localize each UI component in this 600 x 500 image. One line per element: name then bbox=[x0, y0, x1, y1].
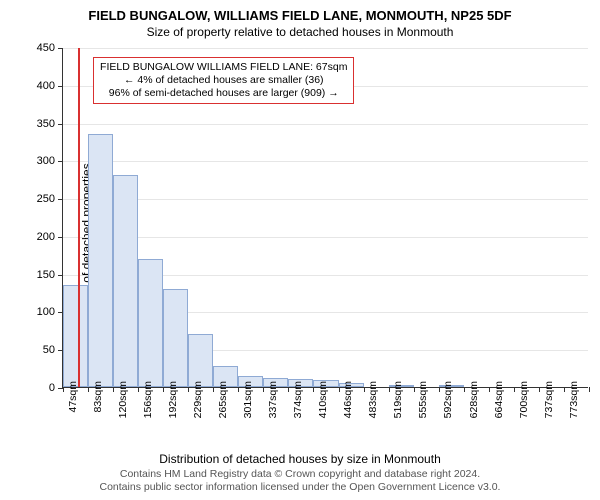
ytick-mark bbox=[58, 199, 63, 200]
x-axis-label: Distribution of detached houses by size … bbox=[0, 452, 600, 466]
xtick-mark bbox=[589, 387, 590, 392]
ytick-label: 300 bbox=[15, 155, 55, 167]
ytick-label: 250 bbox=[15, 193, 55, 205]
histogram-bar bbox=[113, 175, 138, 387]
xtick-label: 519sqm bbox=[392, 381, 404, 418]
footnote-line-2: Contains public sector information licen… bbox=[0, 481, 600, 494]
xtick-mark bbox=[414, 387, 415, 392]
xtick-mark bbox=[163, 387, 164, 392]
xtick-label: 156sqm bbox=[142, 381, 154, 418]
xtick-mark bbox=[88, 387, 89, 392]
xtick-label: 773sqm bbox=[568, 381, 580, 418]
ytick-mark bbox=[58, 237, 63, 238]
histogram-bar bbox=[138, 259, 163, 387]
histogram-bar bbox=[63, 285, 88, 387]
footnote: Contains HM Land Registry data © Crown c… bbox=[0, 468, 600, 494]
ytick-label: 100 bbox=[15, 306, 55, 318]
xtick-mark bbox=[439, 387, 440, 392]
xtick-label: 592sqm bbox=[442, 381, 454, 418]
legend-line: FIELD BUNGALOW WILLIAMS FIELD LANE: 67sq… bbox=[100, 61, 347, 74]
xtick-label: 410sqm bbox=[317, 381, 329, 418]
ytick-mark bbox=[58, 86, 63, 87]
xtick-label: 47sqm bbox=[67, 381, 79, 413]
xtick-mark bbox=[564, 387, 565, 392]
xtick-mark bbox=[113, 387, 114, 392]
ytick-mark bbox=[58, 275, 63, 276]
xtick-mark bbox=[138, 387, 139, 392]
xtick-label: 83sqm bbox=[92, 381, 104, 413]
grid-line bbox=[63, 237, 588, 238]
xtick-label: 483sqm bbox=[367, 381, 379, 418]
ytick-mark bbox=[58, 124, 63, 125]
xtick-mark bbox=[288, 387, 289, 392]
ytick-label: 400 bbox=[15, 80, 55, 92]
plot-region: 05010015020025030035040045047sqm83sqm120… bbox=[62, 48, 588, 388]
ytick-label: 350 bbox=[15, 118, 55, 130]
xtick-mark bbox=[188, 387, 189, 392]
grid-line bbox=[63, 48, 588, 49]
xtick-mark bbox=[464, 387, 465, 392]
ytick-label: 200 bbox=[15, 231, 55, 243]
footnote-line-1: Contains HM Land Registry data © Crown c… bbox=[0, 468, 600, 481]
ytick-label: 450 bbox=[15, 42, 55, 54]
xtick-mark bbox=[489, 387, 490, 392]
xtick-mark bbox=[313, 387, 314, 392]
ytick-mark bbox=[58, 48, 63, 49]
xtick-mark bbox=[213, 387, 214, 392]
xtick-label: 374sqm bbox=[292, 381, 304, 418]
xtick-label: 229sqm bbox=[192, 381, 204, 418]
xtick-label: 555sqm bbox=[417, 381, 429, 418]
xtick-label: 700sqm bbox=[518, 381, 530, 418]
xtick-label: 192sqm bbox=[167, 381, 179, 418]
grid-line bbox=[63, 199, 588, 200]
legend-line: 96% of semi-detached houses are larger (… bbox=[100, 87, 347, 100]
xtick-mark bbox=[63, 387, 64, 392]
xtick-mark bbox=[389, 387, 390, 392]
ytick-label: 50 bbox=[15, 344, 55, 356]
xtick-mark bbox=[339, 387, 340, 392]
reference-line bbox=[78, 48, 80, 387]
ytick-mark bbox=[58, 161, 63, 162]
histogram-bar bbox=[188, 334, 213, 387]
xtick-label: 120sqm bbox=[117, 381, 129, 418]
ytick-label: 150 bbox=[15, 269, 55, 281]
chart-area: Number of detached properties 0501001502… bbox=[0, 44, 600, 448]
ytick-label: 0 bbox=[15, 382, 55, 394]
histogram-bar bbox=[163, 289, 188, 387]
xtick-label: 737sqm bbox=[543, 381, 555, 418]
legend-line: ← 4% of detached houses are smaller (36) bbox=[100, 74, 347, 87]
xtick-label: 265sqm bbox=[217, 381, 229, 418]
histogram-bar bbox=[88, 134, 113, 387]
xtick-label: 301sqm bbox=[242, 381, 254, 418]
xtick-mark bbox=[364, 387, 365, 392]
xtick-mark bbox=[514, 387, 515, 392]
grid-line bbox=[63, 161, 588, 162]
xtick-mark bbox=[238, 387, 239, 392]
grid-line bbox=[63, 124, 588, 125]
xtick-label: 628sqm bbox=[468, 381, 480, 418]
xtick-label: 337sqm bbox=[267, 381, 279, 418]
legend-box: FIELD BUNGALOW WILLIAMS FIELD LANE: 67sq… bbox=[93, 57, 354, 104]
xtick-label: 446sqm bbox=[342, 381, 354, 418]
xtick-label: 664sqm bbox=[493, 381, 505, 418]
page-subtitle: Size of property relative to detached ho… bbox=[0, 23, 600, 43]
xtick-mark bbox=[539, 387, 540, 392]
xtick-mark bbox=[263, 387, 264, 392]
page-title: FIELD BUNGALOW, WILLIAMS FIELD LANE, MON… bbox=[0, 0, 600, 23]
